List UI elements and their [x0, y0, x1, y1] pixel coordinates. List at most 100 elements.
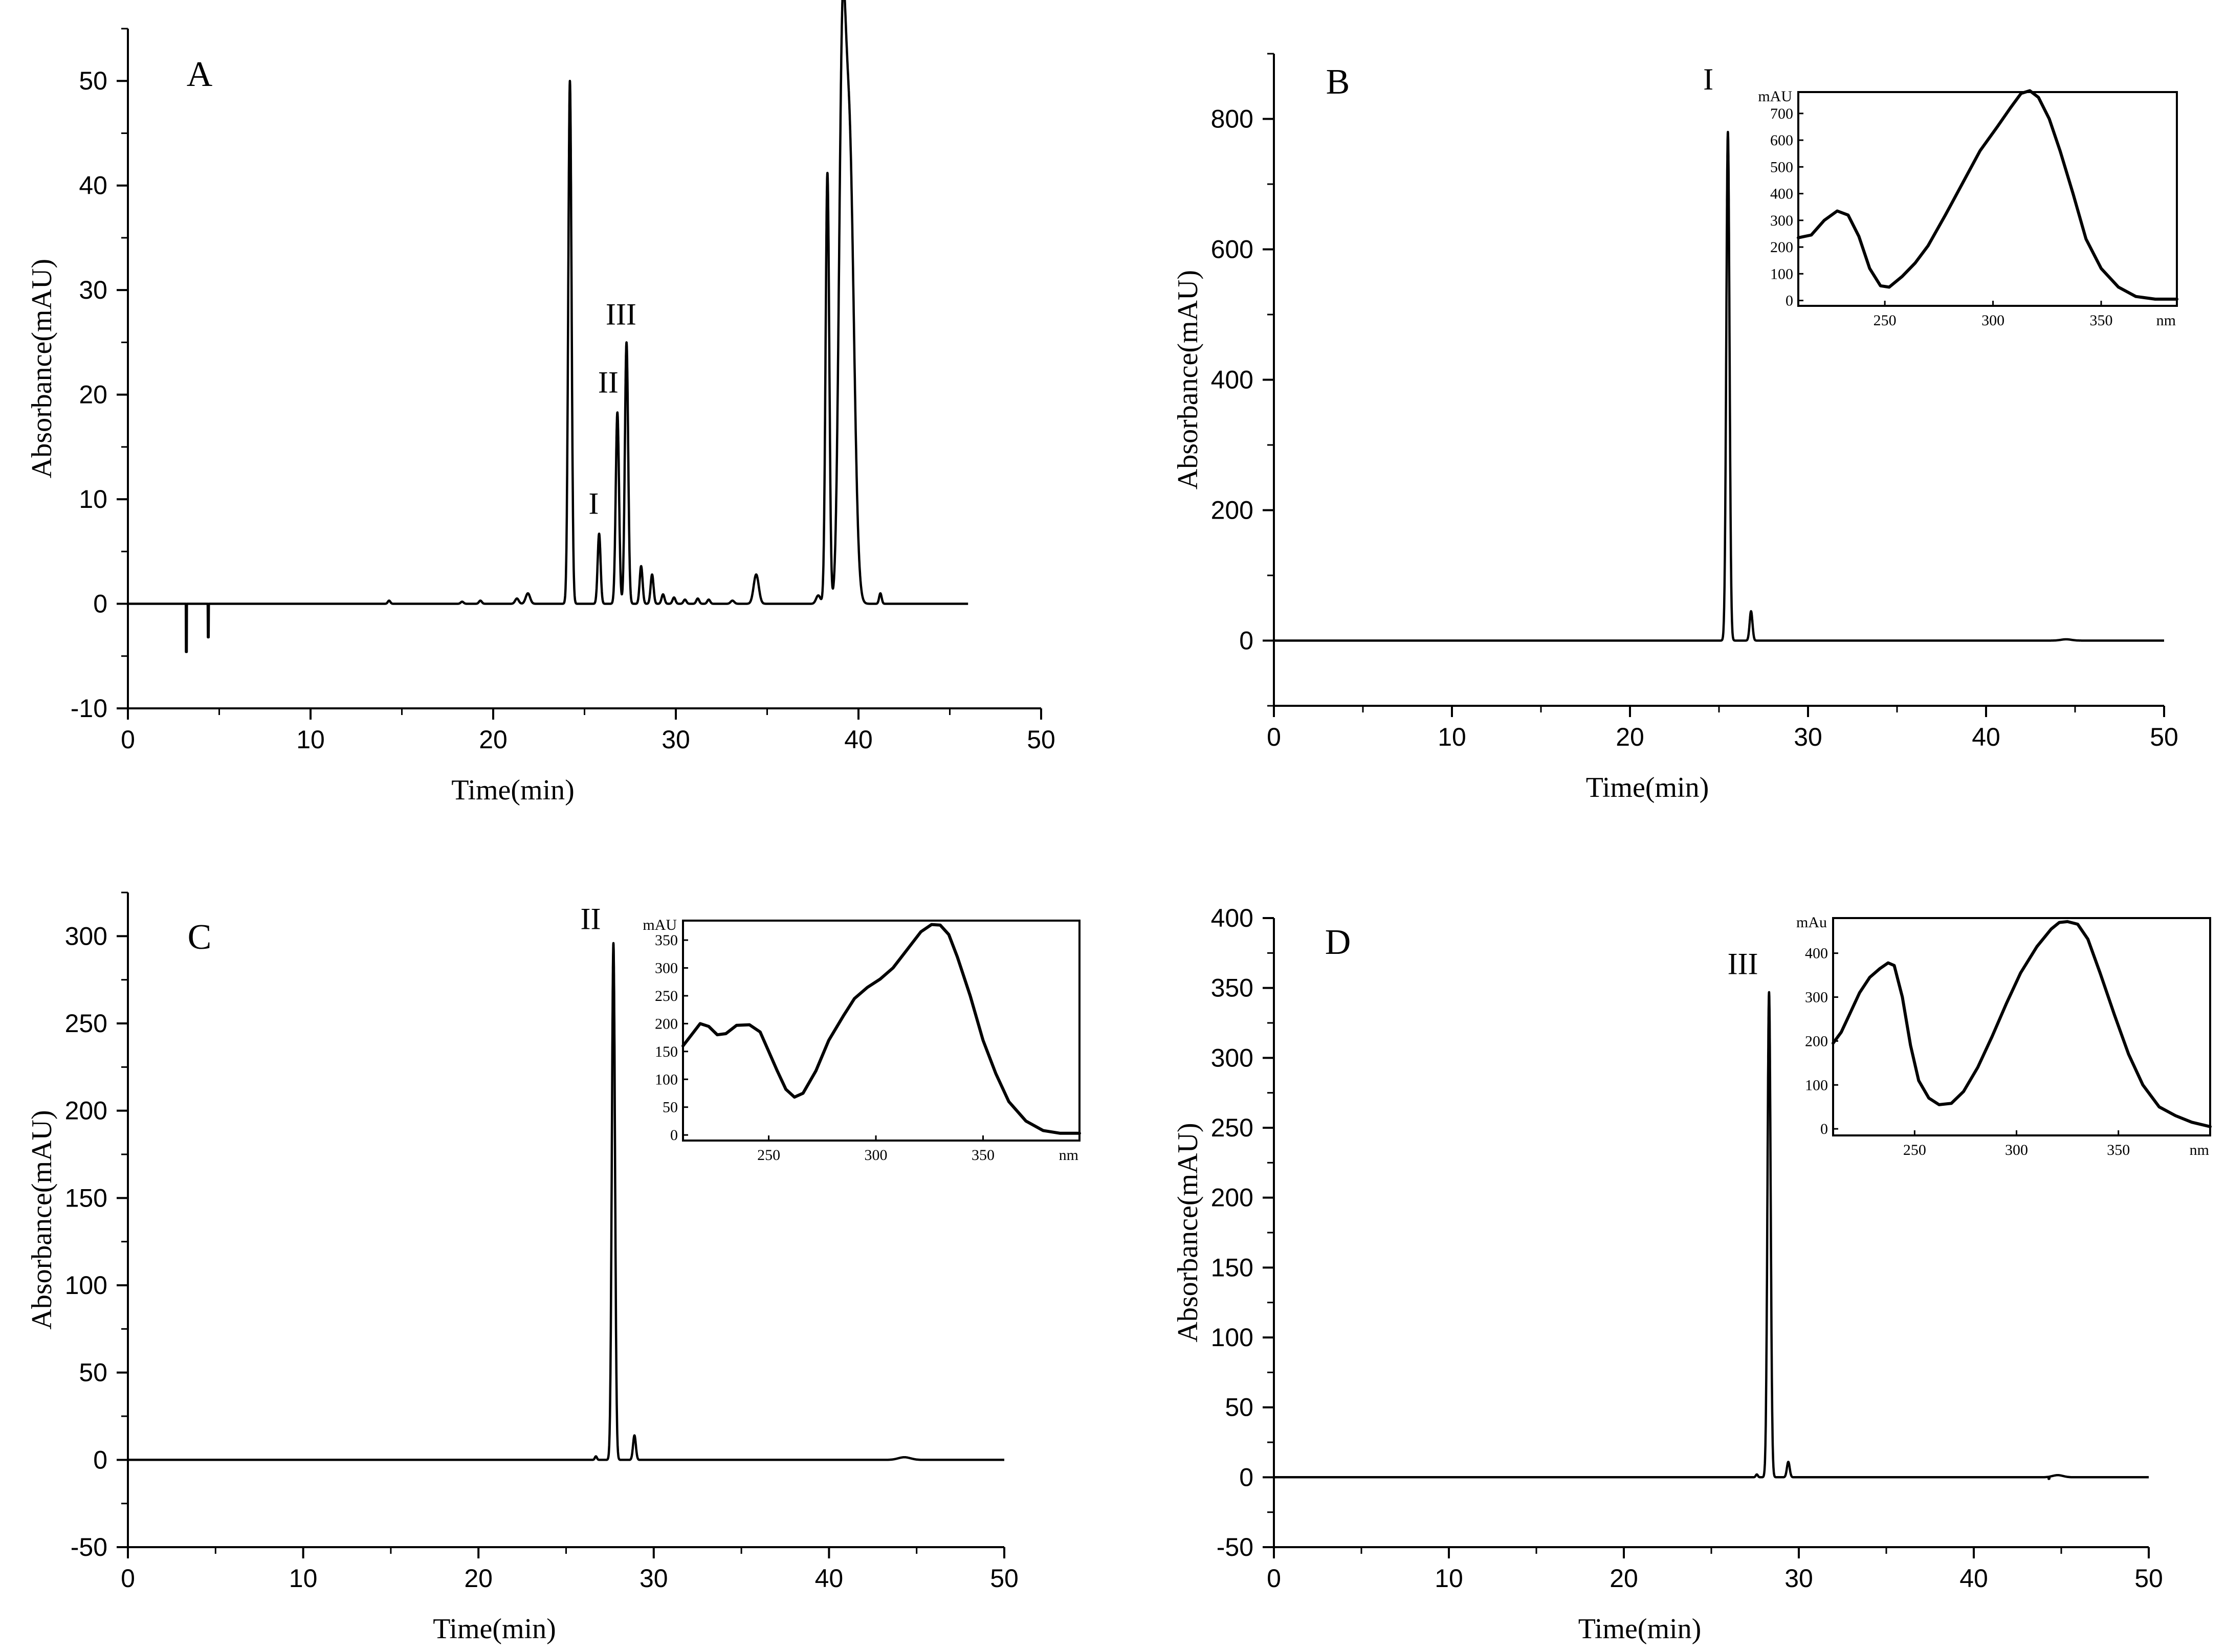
y-tick-label: 200	[1211, 1184, 1253, 1212]
inset-x-unit: nm	[2190, 1142, 2209, 1158]
inset-y-unit: mAU	[1758, 88, 1792, 105]
x-tick-label: 40	[844, 725, 873, 754]
y-tick-label: 0	[93, 1445, 107, 1474]
x-tick-label: 10	[289, 1564, 318, 1593]
inset-y-tick-label: 50	[663, 1099, 678, 1116]
inset-x-unit: nm	[1059, 1147, 1078, 1164]
x-tick-label: 20	[1610, 1564, 1638, 1593]
inset-x-tick-label: 300	[1981, 312, 2004, 329]
y-tick-label: 20	[79, 381, 107, 409]
y-tick-label: 350	[1211, 974, 1253, 1002]
panel-d: 0 10 20 30 40 50 -50 0 50 100 150 200 250 300 350 400 Ti…	[1172, 904, 2212, 1645]
x-axis-title: Time(min)	[451, 774, 575, 806]
inset-y-tick-label: 300	[1770, 212, 1793, 229]
y-tick-label: 400	[1211, 904, 1253, 932]
y-tick-label: 50	[79, 66, 107, 95]
y-tick-label: 250	[1211, 1113, 1253, 1142]
uv-spectrum-trace	[1797, 89, 2178, 301]
y-tick-label: 300	[1211, 1043, 1253, 1072]
y-tick-label: -50	[1217, 1533, 1253, 1561]
x-tick-label: 50	[990, 1564, 1019, 1593]
y-tick-label: 300	[65, 922, 107, 950]
inset-y-tick-label: 300	[1805, 989, 1828, 1006]
x-tick-label: 40	[1972, 723, 2000, 751]
chromatogram-trace	[1273, 991, 2150, 1480]
panel-label: B	[1326, 62, 1350, 102]
peak-label: III	[606, 298, 636, 331]
peak-label: III	[1728, 947, 1758, 980]
panel-label: D	[1325, 923, 1351, 962]
inset-y-tick-label: 200	[1770, 239, 1793, 256]
uv-spectrum-trace	[681, 923, 1081, 1135]
inset-x-tick-label: 250	[757, 1147, 780, 1164]
inset-y-tick-label: 100	[655, 1071, 678, 1088]
x-tick-label: 10	[296, 725, 325, 754]
inset-x-unit: nm	[2156, 312, 2176, 329]
panel-label: A	[187, 55, 213, 94]
y-tick-label: 800	[1211, 105, 1253, 133]
x-tick-label: 40	[815, 1564, 844, 1593]
inset-y-tick-label: 500	[1770, 159, 1793, 175]
y-axis-title: Absorbance(mAU)	[26, 259, 58, 478]
inset-y-tick-label: 0	[1820, 1121, 1828, 1137]
uv-spectrum-inset: 250 300 350 0 100 200 300 400 mAu nm	[1796, 914, 2212, 1158]
x-axis-title: Time(min)	[1586, 772, 1709, 803]
panel-b: 0 10 20 30 40 500200400600800Time(min)Absorba…	[1172, 53, 2178, 803]
inset-x-tick-label: 350	[972, 1147, 995, 1164]
y-axis-title: Absorbance(mAU)	[1172, 1123, 1204, 1342]
inset-y-tick-label: 400	[1805, 945, 1828, 962]
x-tick-label: 0	[1267, 723, 1281, 751]
y-tick-label: 0	[1239, 1463, 1253, 1491]
inset-x-tick-label: 300	[865, 1147, 888, 1164]
x-tick-label: 30	[640, 1564, 668, 1593]
panel-label: C	[188, 918, 212, 957]
x-tick-label: 50	[2150, 723, 2178, 751]
inset-y-tick-label: 100	[1805, 1077, 1828, 1093]
y-tick-label: 400	[1211, 366, 1253, 394]
y-tick-label: 150	[65, 1184, 107, 1212]
inset-frame	[682, 920, 1081, 1142]
inset-frame	[1832, 917, 2211, 1136]
peak-label: II	[580, 902, 601, 936]
inset-y-tick-label: 300	[655, 960, 678, 977]
y-tick-label: 50	[79, 1358, 107, 1387]
y-tick-label: 100	[1211, 1323, 1253, 1352]
inset-y-tick-label: 150	[655, 1043, 678, 1060]
panel-c: 0 10 20 30 40 50 -50 0 50 100 150 200 250 300 Time(min…	[26, 891, 1081, 1645]
inset-y-tick-label: 400	[1770, 186, 1793, 203]
chromatogram-trace	[1273, 130, 2165, 642]
y-tick-label: 600	[1211, 235, 1253, 264]
peak-label: I	[1703, 62, 1713, 96]
x-tick-label: 20	[1616, 723, 1644, 751]
inset-x-tick-label: 350	[2107, 1142, 2130, 1158]
y-tick-label: 40	[79, 171, 107, 200]
inset-y-tick-label: 700	[1770, 105, 1793, 122]
y-tick-label: -50	[71, 1533, 107, 1561]
y-tick-label: 50	[1225, 1393, 1253, 1422]
chromatogram-trace	[127, 942, 1005, 1461]
y-tick-label: 30	[79, 276, 107, 304]
y-tick-label: 10	[79, 485, 107, 514]
y-axis-title: Absorbance(mAU)	[1172, 270, 1204, 489]
inset-x-tick-label: 250	[1874, 312, 1897, 329]
inset-y-unit: mAU	[643, 917, 677, 933]
inset-x-tick-label: 250	[1903, 1142, 1926, 1158]
x-tick-label: 20	[464, 1564, 493, 1593]
x-tick-label: 50	[1027, 725, 1055, 754]
x-tick-label: 30	[1794, 723, 1822, 751]
inset-y-unit: mAu	[1796, 914, 1827, 931]
y-tick-label: -10	[71, 694, 107, 723]
x-tick-label: 30	[662, 725, 690, 754]
chromatogram-trace	[127, 0, 969, 653]
peak-label: II	[598, 366, 619, 399]
inset-y-tick-label: 0	[1786, 293, 1793, 309]
inset-y-tick-label: 200	[1805, 1033, 1828, 1050]
x-tick-label: 10	[1438, 723, 1466, 751]
x-tick-label: 20	[479, 725, 508, 754]
inset-x-tick-label: 350	[2090, 312, 2113, 329]
x-tick-label: 10	[1435, 1564, 1463, 1593]
y-tick-label: 0	[93, 590, 107, 618]
